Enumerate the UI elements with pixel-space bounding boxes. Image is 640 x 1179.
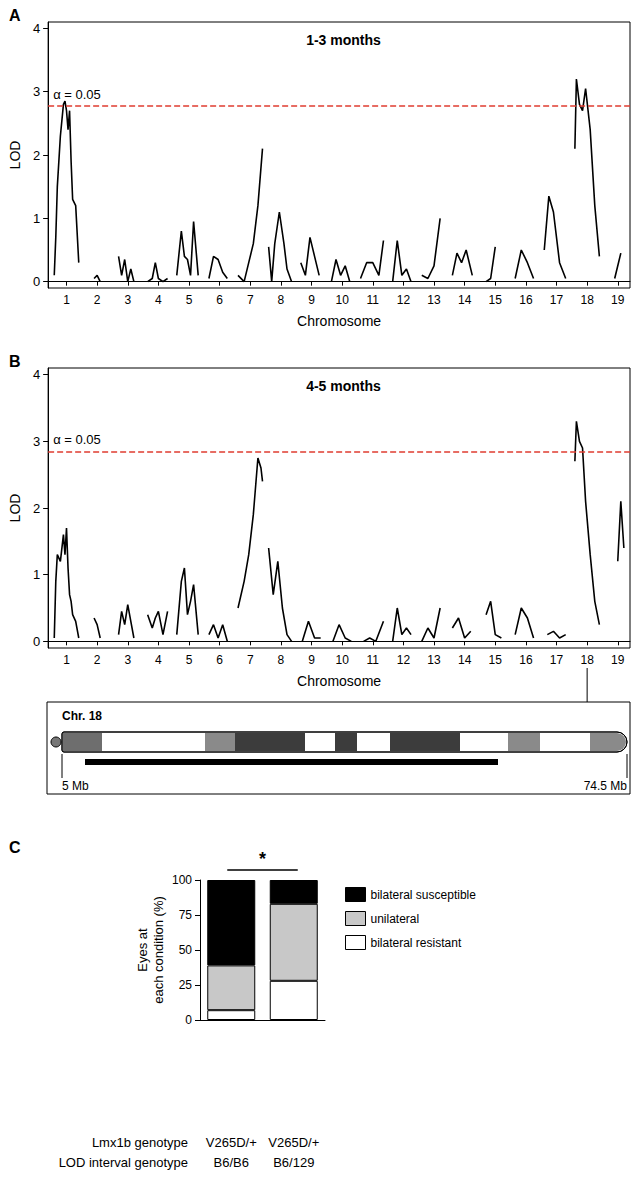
svg-text:3: 3: [124, 293, 131, 307]
svg-text:13: 13: [427, 653, 441, 667]
svg-text:15: 15: [489, 653, 503, 667]
svg-text:3: 3: [124, 653, 131, 667]
svg-text:75: 75: [179, 908, 193, 922]
svg-text:15: 15: [489, 293, 503, 307]
svg-text:α = 0.05: α = 0.05: [53, 432, 101, 447]
svg-text:9: 9: [308, 653, 315, 667]
svg-text:2: 2: [33, 148, 40, 163]
svg-text:9: 9: [308, 293, 315, 307]
svg-text:18: 18: [580, 653, 594, 667]
svg-text:6: 6: [216, 653, 223, 667]
svg-text:4-5 months: 4-5 months: [306, 378, 381, 394]
svg-text:1-3 months: 1-3 months: [306, 32, 381, 48]
svg-text:19: 19: [611, 653, 625, 667]
svg-text:14: 14: [458, 653, 472, 667]
svg-text:1: 1: [63, 293, 70, 307]
svg-text:V265D/+: V265D/+: [206, 1135, 257, 1150]
svg-text:B: B: [9, 353, 21, 370]
svg-text:8: 8: [278, 653, 285, 667]
svg-text:0: 0: [33, 634, 40, 649]
svg-text:Chr. 18: Chr. 18: [62, 709, 102, 723]
svg-text:C: C: [9, 839, 21, 856]
svg-text:LOD interval genotype: LOD interval genotype: [59, 1155, 188, 1170]
svg-text:2: 2: [94, 653, 101, 667]
svg-text:bilateral resistant: bilateral resistant: [371, 936, 462, 950]
svg-text:3: 3: [33, 84, 40, 99]
svg-text:7: 7: [247, 293, 254, 307]
svg-text:3: 3: [33, 434, 40, 449]
svg-text:17: 17: [550, 293, 564, 307]
svg-text:8: 8: [278, 293, 285, 307]
svg-text:10: 10: [335, 653, 349, 667]
svg-text:0: 0: [185, 1013, 192, 1027]
svg-text:2: 2: [94, 293, 101, 307]
svg-text:19: 19: [611, 293, 625, 307]
svg-text:*: *: [259, 849, 266, 869]
svg-text:4: 4: [155, 653, 162, 667]
svg-text:0: 0: [33, 274, 40, 289]
svg-text:10: 10: [335, 293, 349, 307]
svg-text:14: 14: [458, 293, 472, 307]
svg-text:1: 1: [33, 567, 40, 582]
svg-text:5: 5: [186, 653, 193, 667]
svg-text:4: 4: [155, 293, 162, 307]
svg-text:V265D/+: V265D/+: [268, 1135, 319, 1150]
svg-text:4: 4: [33, 367, 40, 382]
svg-text:4: 4: [33, 21, 40, 36]
svg-text:12: 12: [397, 293, 411, 307]
svg-text:each condition (%): each condition (%): [151, 896, 166, 1004]
svg-text:100: 100: [172, 873, 192, 887]
svg-text:B6/B6: B6/B6: [214, 1155, 249, 1170]
svg-text:1: 1: [63, 653, 70, 667]
svg-text:18: 18: [580, 293, 594, 307]
svg-text:7: 7: [247, 653, 254, 667]
svg-text:50: 50: [179, 943, 193, 957]
svg-text:LOD: LOD: [7, 494, 23, 523]
svg-text:5 Mb: 5 Mb: [62, 779, 89, 793]
svg-text:Chromosome: Chromosome: [297, 673, 381, 689]
svg-text:6: 6: [216, 293, 223, 307]
svg-text:11: 11: [367, 293, 380, 307]
svg-text:Eyes at: Eyes at: [135, 928, 150, 972]
svg-text:17: 17: [550, 653, 564, 667]
svg-text:74.5 Mb: 74.5 Mb: [584, 779, 628, 793]
svg-text:5: 5: [186, 293, 193, 307]
svg-text:A: A: [9, 7, 21, 24]
svg-text:bilateral susceptible: bilateral susceptible: [371, 888, 477, 902]
svg-text:11: 11: [367, 653, 380, 667]
svg-text:B6/129: B6/129: [273, 1155, 314, 1170]
svg-text:16: 16: [519, 653, 533, 667]
svg-text:2: 2: [33, 501, 40, 516]
svg-text:unilateral: unilateral: [371, 912, 420, 926]
svg-text:12: 12: [397, 653, 411, 667]
svg-text:1: 1: [33, 211, 40, 226]
svg-text:25: 25: [179, 978, 193, 992]
svg-text:α = 0.05: α = 0.05: [53, 87, 101, 102]
svg-text:LOD: LOD: [7, 141, 23, 170]
svg-text:16: 16: [519, 293, 533, 307]
svg-text:Lmx1b genotype: Lmx1b genotype: [92, 1135, 188, 1150]
svg-text:Chromosome: Chromosome: [297, 313, 381, 329]
svg-text:13: 13: [427, 293, 441, 307]
